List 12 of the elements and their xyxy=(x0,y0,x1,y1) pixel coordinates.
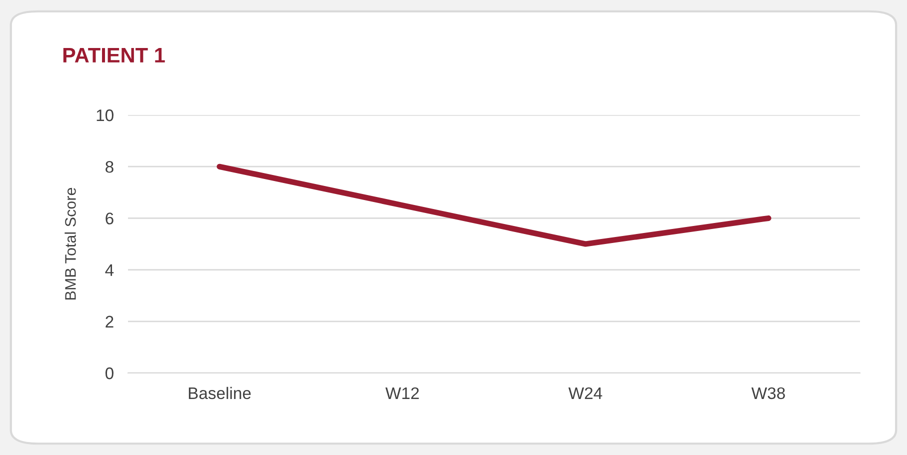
y-tick-label: 0 xyxy=(105,367,114,380)
x-tick-label: Baseline xyxy=(188,386,251,400)
x-tick-label: W38 xyxy=(751,387,785,400)
y-tick-label: 6 xyxy=(106,212,114,224)
x-tick-label: W24 xyxy=(568,387,602,399)
y-tick-label: 8 xyxy=(106,161,114,173)
chart-title: PATIENT 1 xyxy=(63,48,165,62)
y-axis-title: BMB Total Score xyxy=(64,188,76,300)
y-tick-label: 10 xyxy=(96,109,114,122)
y-tick-label: 2 xyxy=(106,316,114,328)
y-tick-label: 4 xyxy=(105,264,114,276)
x-tick-label: W12 xyxy=(385,387,419,399)
